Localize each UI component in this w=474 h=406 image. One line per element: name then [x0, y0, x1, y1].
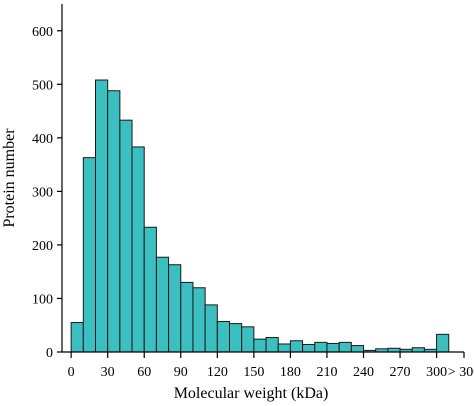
axes-group [61, 4, 464, 353]
x-tick-label: 150 [243, 365, 264, 380]
x-tick-label: 90 [174, 365, 188, 380]
histogram-bar [338, 341, 352, 353]
histogram-bar [168, 264, 182, 353]
histogram-bar [216, 320, 230, 353]
x-tick-label: 30 [101, 365, 115, 380]
histogram-bar [107, 90, 121, 353]
x-tick-label: > 300 [448, 365, 474, 380]
histogram-bar [95, 79, 109, 353]
histogram-bar [302, 344, 316, 353]
bars-group [70, 79, 450, 353]
y-tick-label: 400 [32, 132, 53, 147]
histogram-bar [119, 119, 133, 353]
histogram-bar [277, 343, 291, 353]
x-tick-label: 210 [316, 365, 337, 380]
x-tick-label: 240 [353, 365, 374, 380]
y-tick-label: 200 [32, 239, 53, 254]
histogram-bar [289, 340, 304, 353]
histogram-bar [265, 337, 279, 353]
histogram-bar [192, 287, 206, 353]
x-tick-label: 270 [390, 365, 411, 380]
x-tick-label: 60 [137, 365, 151, 380]
x-axis-title: Molecular weight (kDa) [174, 385, 329, 402]
y-tick-label: 600 [32, 25, 53, 40]
histogram-bar [180, 281, 194, 353]
histogram-bar [82, 157, 97, 353]
y-ticks-group: 0 100 200 300 400 500 600 [32, 25, 62, 361]
x-tick-label: 120 [207, 365, 228, 380]
histogram-bar [204, 304, 218, 353]
histogram-bar [436, 333, 450, 353]
y-axis-title: Protein number [1, 128, 18, 228]
x-ticks-group: 0 30 60 90 120 150 180 210 240 270 300> 300 [68, 352, 474, 380]
histogram-bar [131, 146, 145, 353]
histogram-bar [143, 226, 157, 353]
x-tick-label: 180 [280, 365, 301, 380]
histogram-bar [314, 341, 328, 353]
histogram-bar [253, 338, 267, 353]
histogram-bar [411, 347, 425, 353]
histogram-bar [155, 256, 170, 353]
y-tick-label: 100 [32, 292, 53, 307]
histogram-bar [70, 322, 84, 353]
y-tick-label: 0 [46, 346, 53, 361]
y-tick-label: 300 [32, 185, 53, 200]
histogram-bar [229, 323, 243, 353]
y-tick-label: 500 [32, 78, 53, 93]
histogram-bar [326, 342, 340, 353]
x-tick-label: 0 [68, 365, 75, 380]
histogram-bar [350, 345, 364, 353]
histogram-bar [241, 326, 255, 353]
x-tick-label: 300 [426, 365, 447, 380]
